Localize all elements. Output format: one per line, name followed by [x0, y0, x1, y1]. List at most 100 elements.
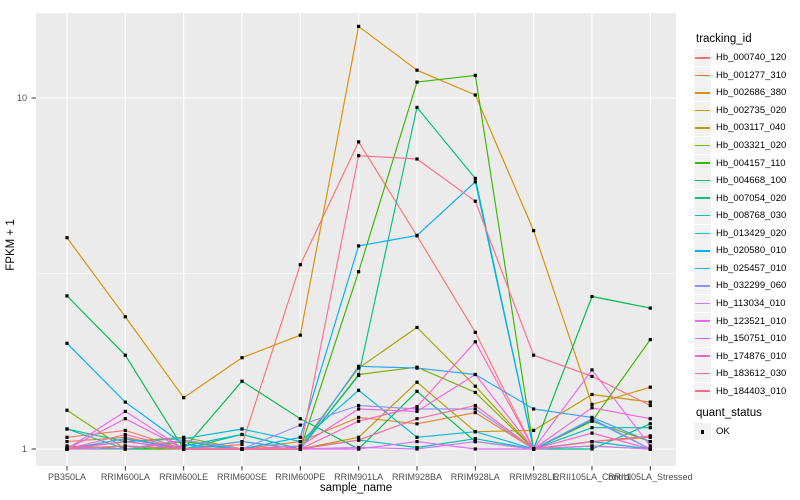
legend-item-Hb_002735_020: Hb_002735_020: [694, 101, 787, 120]
data-point: [415, 105, 419, 109]
data-point: [415, 409, 419, 413]
filled-square-icon: [700, 430, 705, 434]
color-line-key: [694, 277, 711, 295]
color-line-key: [694, 154, 711, 172]
series-color-swatch: [695, 57, 710, 59]
legend-item-Hb_002686_380: Hb_002686_380: [694, 84, 786, 102]
data-point: [240, 427, 244, 431]
legend-item-label: Hb_002686_380: [716, 87, 787, 99]
data-point: [298, 444, 302, 448]
data-point: [590, 392, 594, 397]
data-point: [648, 306, 652, 310]
data-point: [298, 263, 302, 267]
data-point: [590, 402, 594, 406]
data-point: [648, 385, 652, 389]
data-point: [473, 372, 477, 377]
legend-item-label: Hb_174876_010: [716, 350, 787, 362]
data-point: [473, 407, 477, 411]
x-tick-label-RRIM928LE: RRIM928LE: [509, 472, 559, 482]
legend-item-Hb_004668_100: Hb_004668_100: [694, 172, 786, 190]
x-tick-label-RRIM928BA: RRIM928BA: [391, 472, 442, 482]
legend-item-label: OK: [716, 426, 730, 438]
legend-item-Hb_150751_010: Hb_150751_010: [694, 330, 786, 348]
series-color-swatch: [695, 232, 710, 234]
data-point: [123, 409, 127, 413]
data-point: [590, 368, 594, 372]
data-point: [182, 396, 186, 400]
x-axis-title: sample_name: [319, 482, 393, 494]
legend-item-Hb_123521_010: Hb_123521_010: [694, 312, 786, 330]
data-point: [473, 390, 477, 394]
data-point: [473, 93, 477, 97]
data-point: [415, 447, 419, 451]
color-line-key: [694, 259, 711, 277]
data-point: [65, 447, 69, 451]
data-point: [123, 400, 127, 404]
data-point: [473, 180, 477, 184]
legend-item-label: Hb_003117_040: [716, 122, 786, 134]
data-point: [240, 379, 244, 383]
data-point: [415, 380, 419, 384]
data-point: [357, 373, 361, 378]
data-point: [357, 403, 361, 408]
legend-item-label: Hb_008768_030: [716, 210, 787, 222]
data-point: [532, 229, 536, 233]
data-point: [648, 400, 652, 404]
data-point: [298, 435, 302, 439]
series-color-swatch: [695, 162, 710, 164]
legend-item-Hb_183612_030: Hb_183612_030: [694, 365, 786, 383]
data-point: [357, 419, 361, 423]
data-point: [415, 405, 419, 409]
legend-item-Hb_003321_020: Hb_003321_020: [694, 137, 786, 155]
legend-item-label: Hb_113034_010: [716, 297, 786, 309]
legend-item-label: Hb_002735_020: [716, 104, 787, 116]
color-line-key: [694, 242, 711, 260]
color-line-key: [694, 294, 711, 312]
legend-item-label: Hb_184403_010: [716, 385, 787, 397]
data-point: [357, 366, 361, 370]
data-point: [415, 325, 419, 329]
data-point: [473, 199, 477, 203]
legend-title-tracking-id: tracking_id: [696, 33, 752, 45]
x-tick-label-RRIM901LA: RRIM901LA: [334, 472, 384, 482]
series-color-swatch: [695, 92, 710, 94]
legend-item-label: Hb_007054_020: [716, 192, 787, 204]
x-tick-label-RRIM600PE: RRIM600PE: [275, 472, 326, 482]
data-point: [590, 447, 594, 451]
data-point: [590, 417, 594, 421]
legend-item-Hb_025457_010: Hb_025457_010: [694, 259, 786, 278]
data-point: [182, 442, 186, 447]
data-point: [357, 140, 361, 144]
data-point: [473, 340, 477, 344]
series-color-swatch: [695, 302, 710, 305]
data-point: [123, 444, 127, 448]
data-point: [357, 415, 361, 419]
data-point: [357, 447, 361, 451]
data-point: [648, 426, 652, 430]
data-point: [415, 435, 419, 439]
ok-point-key: [694, 423, 711, 441]
data-point: [357, 388, 361, 392]
legend-item-label: Hb_183612_030: [716, 368, 787, 380]
data-point: [65, 408, 69, 412]
series-color-swatch: [695, 250, 710, 252]
legend-title-quant-status: quant_status: [696, 407, 762, 419]
series-color-swatch: [695, 267, 710, 270]
legend-item-Hb_113034_010: Hb_113034_010: [694, 294, 786, 313]
legend-item-label: Hb_032299_060: [716, 280, 787, 292]
data-point: [123, 315, 127, 319]
legend-item-Hb_008768_030: Hb_008768_030: [694, 207, 786, 225]
data-point: [648, 338, 652, 342]
data-point: [473, 403, 477, 408]
data-point: [473, 430, 477, 434]
color-line-key: [694, 365, 711, 383]
color-line-key: [694, 119, 711, 137]
legend-item-label: Hb_150751_010: [716, 333, 787, 345]
data-point: [298, 447, 302, 451]
legend-item-ok: OK: [694, 423, 730, 441]
series-color-swatch: [695, 179, 710, 182]
color-line-key: [694, 312, 711, 330]
color-line-key: [694, 49, 711, 67]
